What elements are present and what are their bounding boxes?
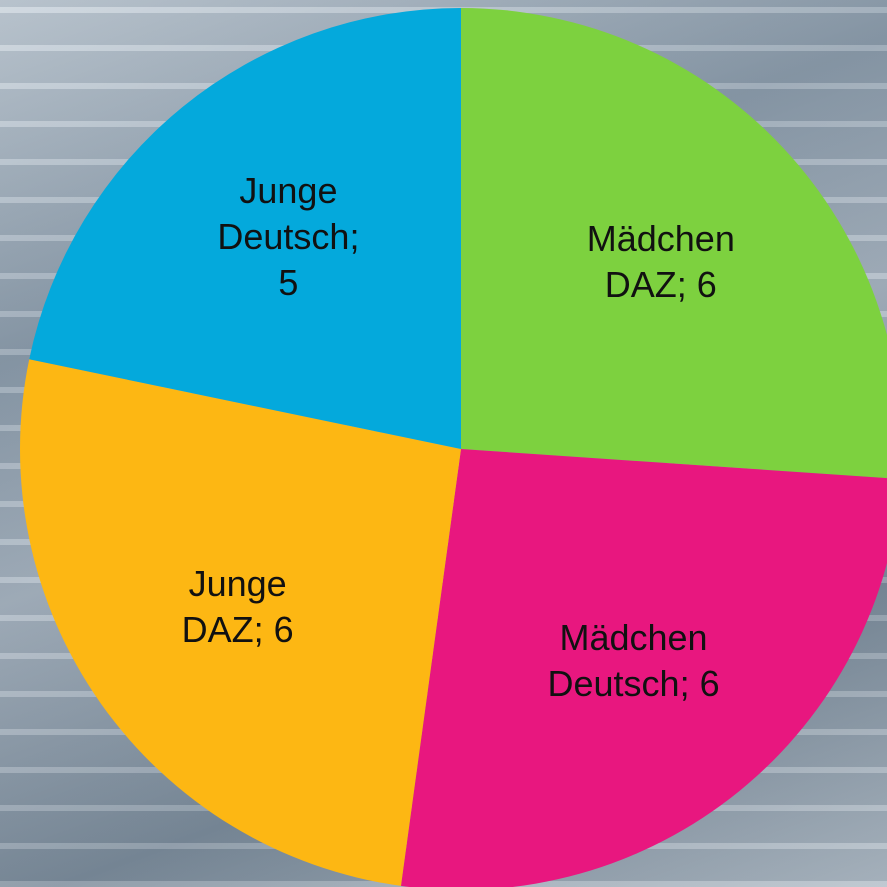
pie-slice <box>19 359 462 886</box>
pie-slice <box>461 8 887 479</box>
pie-slice <box>29 8 462 449</box>
data-label: Mädchen DAZ; 6 <box>586 218 735 306</box>
data-label: Junge Deutsch; 5 <box>217 169 360 303</box>
data-label: Mädchen Deutsch; 6 <box>547 617 720 705</box>
pie-slice <box>400 449 887 887</box>
data-label: Junge DAZ; 6 <box>181 562 294 650</box>
